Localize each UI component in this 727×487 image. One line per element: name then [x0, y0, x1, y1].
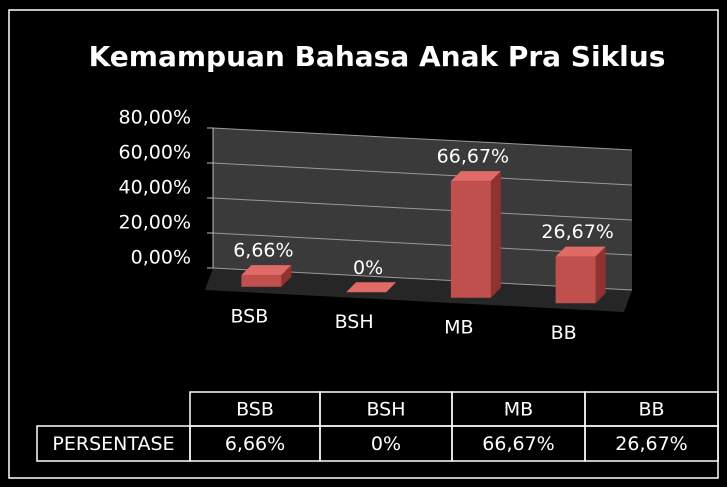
table-header: BSH	[366, 399, 405, 421]
x-tick-label: BB	[551, 322, 577, 344]
y-tick-label: 40,00%	[119, 177, 191, 199]
table-series-name: PERSENTASE	[52, 433, 174, 455]
x-tick-label: BSB	[230, 305, 268, 327]
table-value: 66,67%	[482, 433, 554, 455]
bar	[555, 256, 596, 304]
table-header: MB	[504, 399, 533, 421]
bar-top	[450, 171, 501, 182]
bar	[241, 275, 282, 287]
bar-top	[555, 246, 606, 257]
bar-side	[595, 246, 606, 304]
chart-title: Kemampuan Bahasa Anak Pra Siklus	[89, 40, 666, 73]
table-value: 0%	[371, 433, 401, 455]
x-tick-label: MB	[444, 316, 473, 338]
grid-line	[212, 197, 633, 221]
x-tick-label: BSH	[335, 311, 374, 333]
table-value: 26,67%	[615, 433, 687, 455]
table-value: 6,66%	[225, 433, 285, 455]
grid-line	[212, 162, 633, 186]
bar-side	[490, 171, 501, 298]
table-cell	[584, 425, 719, 462]
bar	[450, 181, 491, 298]
y-tick-label: 80,00%	[119, 107, 191, 129]
data-label: 6,66%	[233, 240, 293, 262]
y-tick-label: 20,00%	[119, 212, 191, 234]
table-header: BB	[638, 399, 664, 421]
floor	[205, 268, 632, 312]
bar-top	[346, 282, 397, 293]
table-header: BSB	[236, 399, 274, 421]
bar-top	[241, 265, 292, 276]
y-tick-label: 60,00%	[119, 142, 191, 164]
data-label: 0%	[353, 257, 383, 279]
grid-line	[212, 127, 633, 151]
y-tick-label: 0,00%	[131, 247, 191, 269]
data-label: 66,67%	[437, 146, 509, 168]
data-label: 26,67%	[541, 221, 613, 243]
bar-side	[281, 265, 292, 287]
